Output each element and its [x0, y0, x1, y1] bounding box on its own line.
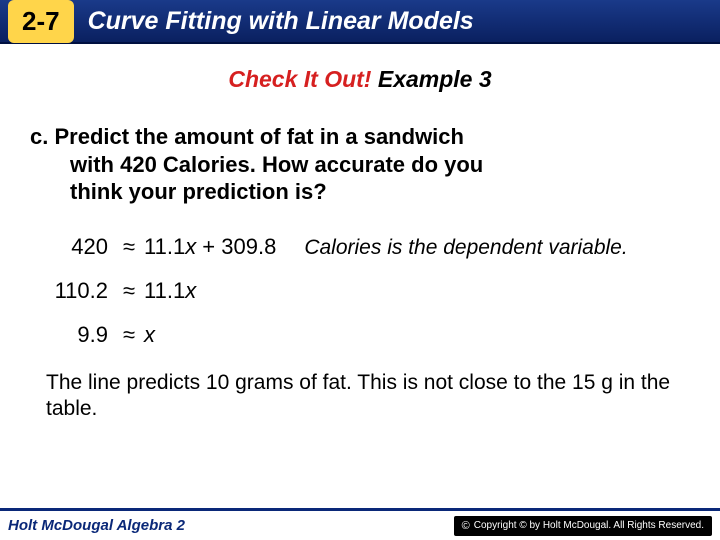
question-text: c. Predict the amount of fat in a sandwi… [28, 123, 692, 206]
footer-copyright: © Copyright © by Holt McDougal. All Righ… [454, 516, 712, 536]
question-line2: with 420 Calories. How accurate do you [30, 151, 692, 179]
eq1-right: 11.1x + 309.8 [144, 234, 276, 260]
approx-symbol: ≈ [114, 234, 144, 260]
conclusion-text: The line predicts 10 grams of fat. This … [28, 370, 692, 423]
equation-row-3: 9.9 ≈ x [28, 322, 692, 348]
eq2-var: x [185, 278, 196, 303]
lesson-number-badge: 2-7 [8, 0, 74, 43]
approx-symbol: ≈ [114, 322, 144, 348]
check-it-out-red: Check It Out! [228, 66, 371, 92]
footer-book-title: Holt McDougal Algebra 2 [8, 517, 185, 534]
eq2-left: 110.2 [28, 278, 114, 304]
eq2-right: 11.1x [144, 278, 196, 304]
eq3-left: 9.9 [28, 322, 114, 348]
example-number: Example 3 [371, 66, 491, 92]
lesson-title: Curve Fitting with Linear Models [88, 7, 474, 36]
eq2-coef: 11.1 [144, 278, 185, 303]
equation-note: Calories is the dependent variable. [304, 236, 627, 260]
equation-row-1: 420 ≈ 11.1x + 309.8 Calories is the depe… [28, 234, 692, 260]
copyright-icon: © [462, 520, 470, 532]
question-line1: Predict the amount of fat in a sandwich [54, 124, 464, 149]
slide-footer: Holt McDougal Algebra 2 © Copyright © by… [0, 508, 720, 540]
check-it-out-heading: Check It Out! Example 3 [28, 66, 692, 93]
question-line3: think your prediction is? [30, 178, 692, 206]
eq3-right: x [144, 322, 155, 348]
equation-row-2: 110.2 ≈ 11.1x [28, 278, 692, 304]
copyright-text: Copyright © by Holt McDougal. All Rights… [474, 520, 704, 531]
slide-content: Check It Out! Example 3 c. Predict the a… [0, 44, 720, 422]
eq1-var: x [185, 234, 196, 259]
approx-symbol: ≈ [114, 278, 144, 304]
eq1-const: + 309.8 [196, 234, 276, 259]
eq1-coef: 11.1 [144, 234, 185, 259]
question-prefix: c. [30, 124, 54, 149]
eq1-left: 420 [28, 234, 114, 260]
lesson-header: 2-7 Curve Fitting with Linear Models [0, 0, 720, 44]
